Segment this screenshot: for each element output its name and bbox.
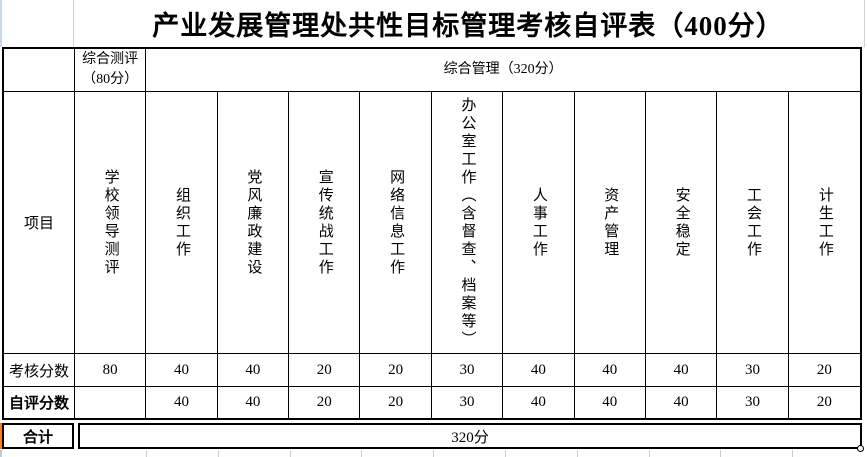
self-eval-score-cell[interactable]: 40 xyxy=(146,387,218,418)
self-eval-score-cell[interactable]: 30 xyxy=(717,387,789,418)
gridline-stub xyxy=(649,450,650,457)
sheet-gridline xyxy=(864,0,865,47)
assessment-score-cell[interactable]: 20 xyxy=(360,354,432,387)
self-eval-score-cell[interactable]: 40 xyxy=(218,387,290,418)
sheet-left-edge xyxy=(0,0,2,47)
col-header-labor-union-work[interactable]: 工会工作 xyxy=(717,92,789,354)
selected-row-header-edge xyxy=(0,423,2,449)
self-eval-score-cell[interactable]: 20 xyxy=(289,387,361,418)
col-header-family-planning-work[interactable]: 计生工作 xyxy=(788,92,860,354)
col-header-propaganda-united-front-work[interactable]: 宣传统战工作 xyxy=(289,92,361,354)
self-eval-score-cell[interactable]: 20 xyxy=(360,387,432,418)
assessment-score-cell[interactable]: 40 xyxy=(574,354,646,387)
self-eval-score-cell[interactable]: 40 xyxy=(646,387,718,418)
row-label-self-eval-score[interactable]: 自评分数 xyxy=(4,387,75,418)
gridline-stub xyxy=(361,450,362,457)
col-header-asset-management[interactable]: 资产管理 xyxy=(574,92,646,354)
gridline-stub xyxy=(577,450,578,457)
col-header-network-information-work[interactable]: 网络信息工作 xyxy=(360,92,432,354)
assessment-score-cell[interactable]: 30 xyxy=(431,354,504,387)
gridline-stub xyxy=(720,450,721,457)
assessment-table: 综合测评 （80分） 综合管理（320分） 项目 学校领导测评 组织工作 党风廉… xyxy=(2,47,862,420)
gridline-stub xyxy=(218,450,219,457)
assessment-score-cell[interactable]: 40 xyxy=(146,354,218,387)
self-eval-score-cell[interactable]: 40 xyxy=(503,387,575,418)
self-eval-score-cell[interactable]: 30 xyxy=(432,387,504,418)
header-comprehensive-management[interactable]: 综合管理（320分） xyxy=(146,49,860,92)
col-header-party-conduct-building[interactable]: 党风廉政建设 xyxy=(217,92,290,354)
self-eval-score-cell[interactable]: 40 xyxy=(575,387,646,418)
row-label-total[interactable]: 合计 xyxy=(2,423,74,449)
assessment-score-cell[interactable]: 80 xyxy=(75,354,147,387)
gridline-stub xyxy=(505,450,506,457)
col-header-office-work[interactable]: 办公室工作（含督查、档案等） xyxy=(431,92,504,354)
assessment-score-cell[interactable]: 40 xyxy=(217,354,290,387)
self-eval-score-cell[interactable] xyxy=(75,387,147,418)
assessment-score-cell[interactable]: 40 xyxy=(645,354,718,387)
assessment-score-cell[interactable]: 40 xyxy=(503,354,575,387)
total-value-cell[interactable]: 320分 xyxy=(78,423,862,449)
row-label-assessment-score[interactable]: 考核分数 xyxy=(4,354,75,387)
self-eval-score-cell[interactable]: 20 xyxy=(816,394,832,410)
fill-handle[interactable] xyxy=(857,445,864,452)
col-header-school-leadership-evaluation[interactable]: 学校领导测评 xyxy=(75,92,147,354)
page-title[interactable]: 产业发展管理处共性目标管理考核自评表（400分） xyxy=(152,11,784,41)
sheet-left-edge xyxy=(0,450,2,457)
sheet-gridline xyxy=(73,0,74,47)
corner-empty-cell[interactable] xyxy=(4,49,75,92)
header-comprehensive-evaluation[interactable]: 综合测评 （80分） xyxy=(75,49,147,92)
col-header-safety-stability[interactable]: 安全稳定 xyxy=(645,92,718,354)
assessment-score-cell[interactable]: 20 xyxy=(788,354,860,387)
col-header-organization-work[interactable]: 组织工作 xyxy=(146,92,218,354)
gridline-stub xyxy=(290,450,291,457)
gridline-stub xyxy=(146,450,147,457)
col-header-personnel-work[interactable]: 人事工作 xyxy=(503,92,575,354)
header-eval-line1: 综合测评 xyxy=(82,51,139,67)
gridline-stub xyxy=(792,450,793,457)
gridline-stub xyxy=(433,450,434,457)
assessment-score-cell[interactable]: 20 xyxy=(289,354,361,387)
assessment-score-cell[interactable]: 30 xyxy=(717,354,789,387)
row-label-project[interactable]: 项目 xyxy=(4,92,75,354)
header-eval-line2: （80分） xyxy=(82,72,139,87)
